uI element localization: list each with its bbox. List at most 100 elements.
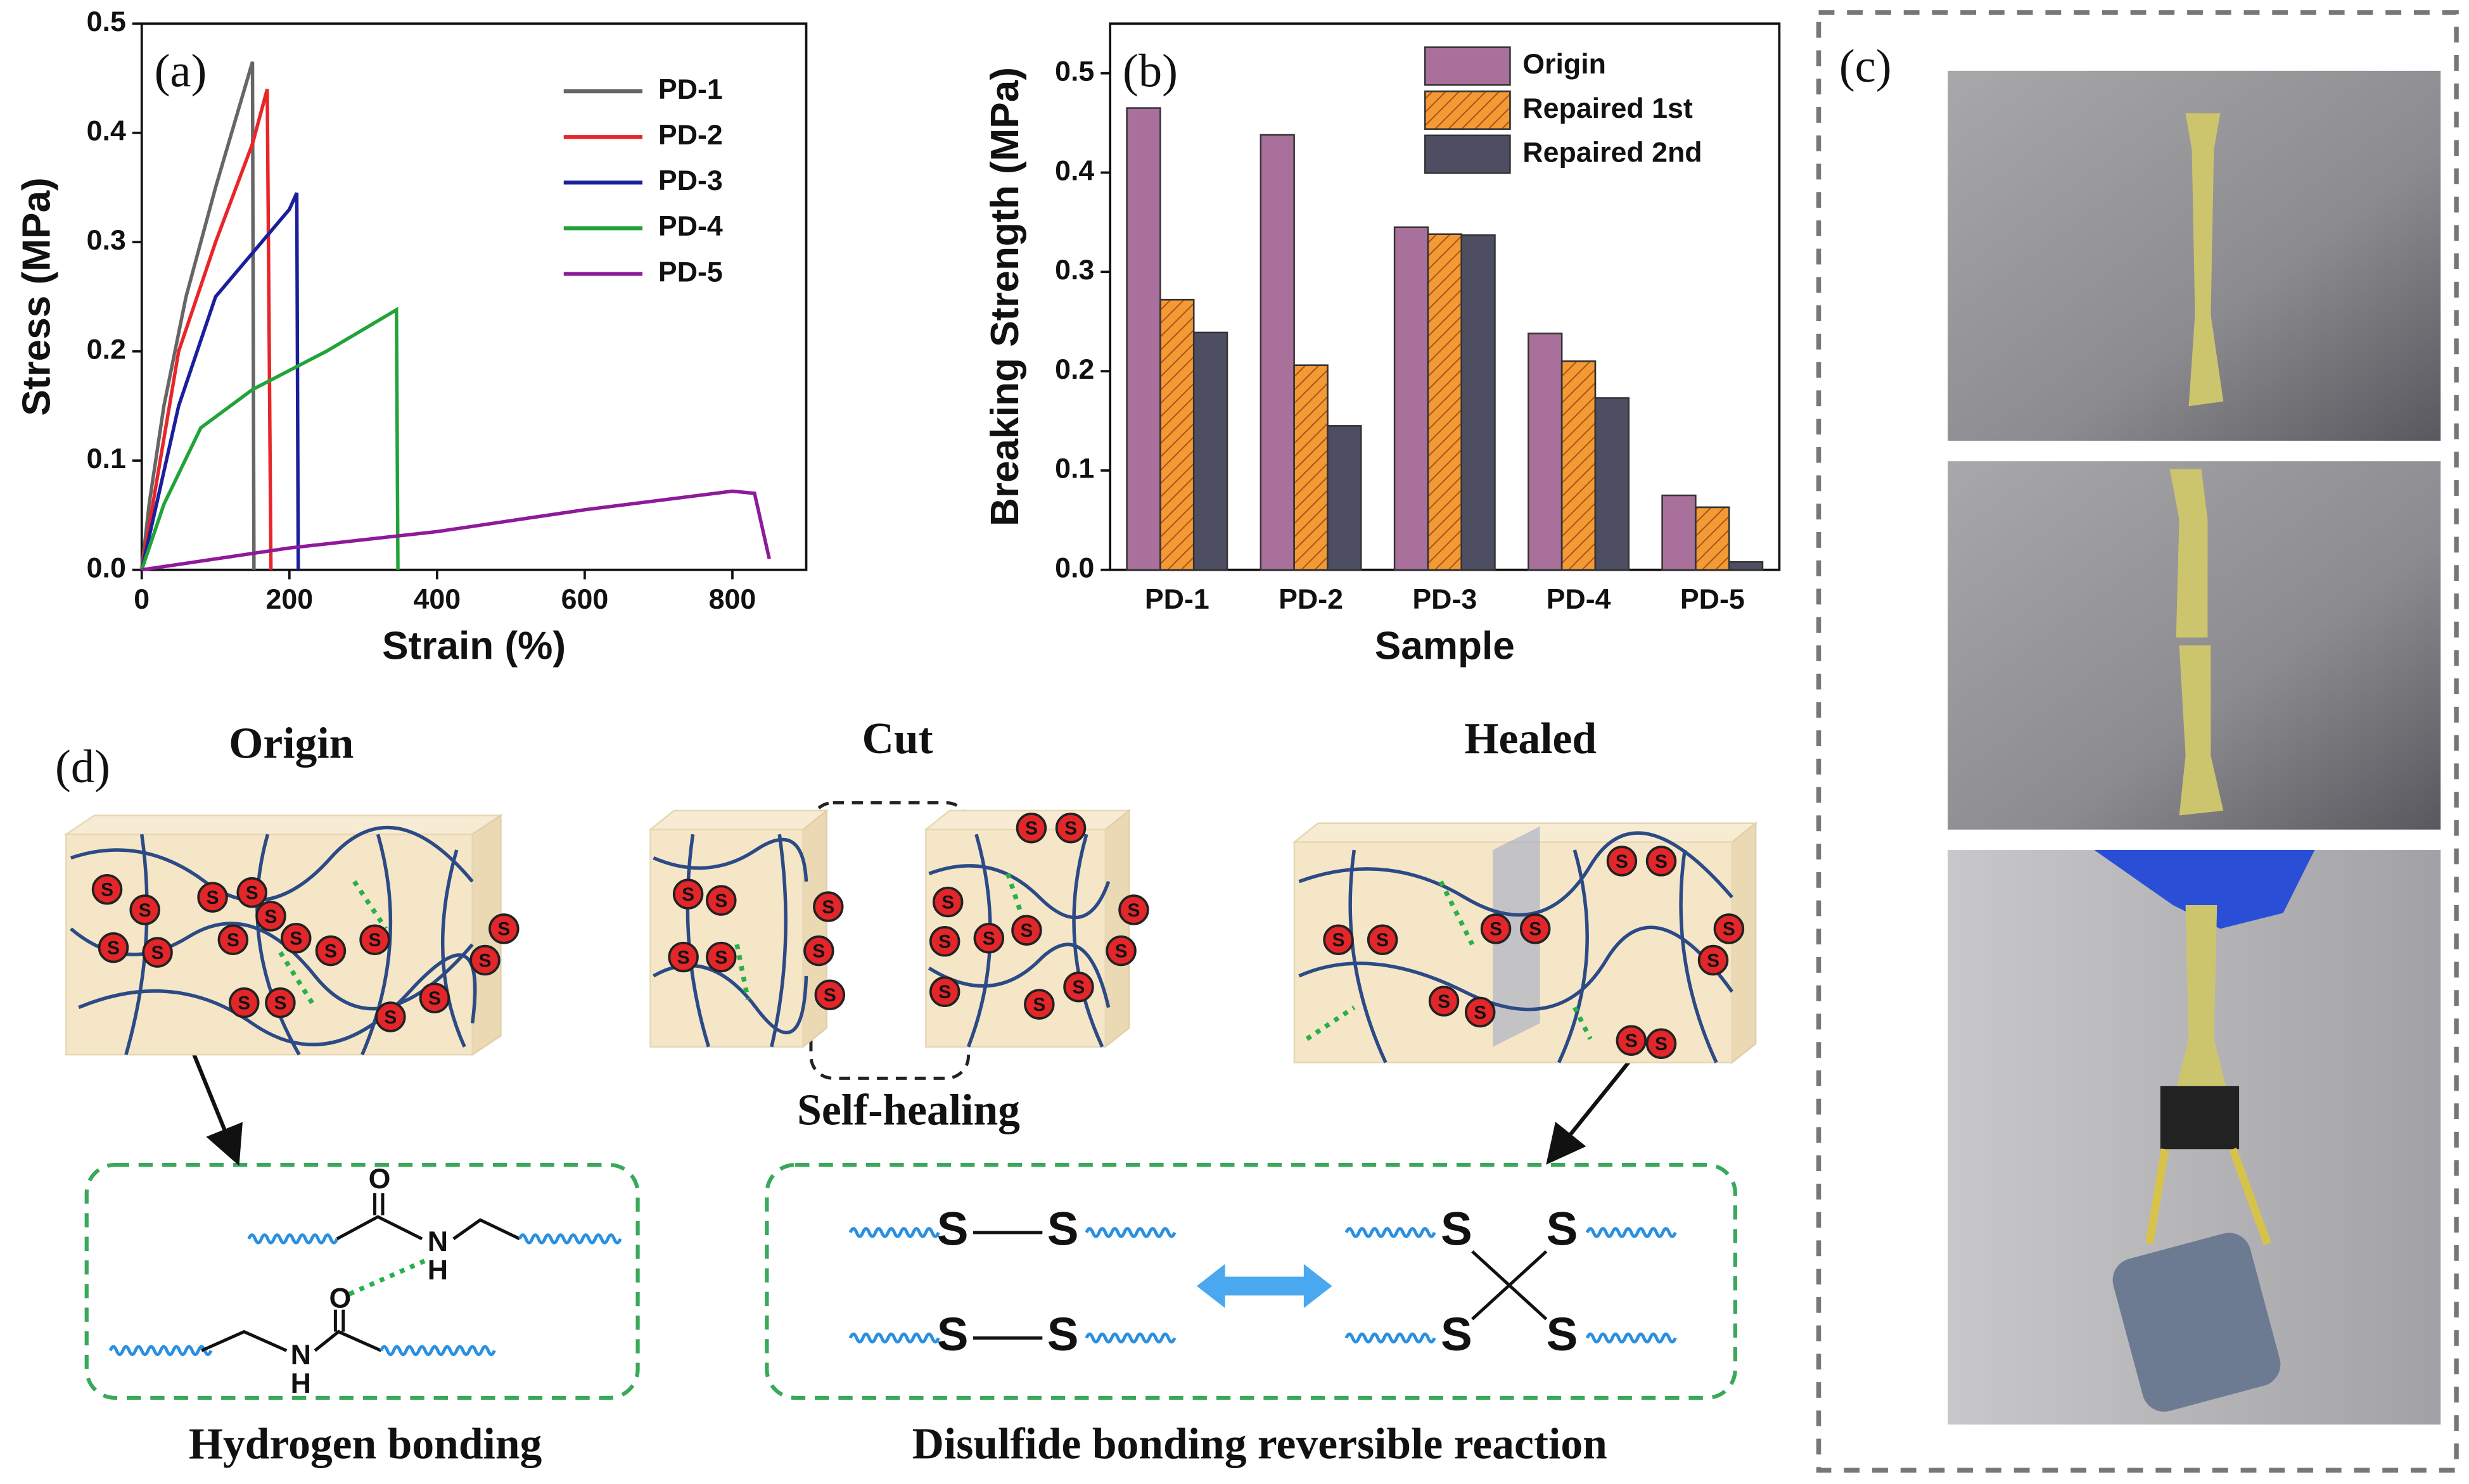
mechanism-label: Hydrogen bonding [189, 1419, 542, 1468]
block-side [1731, 821, 1757, 1065]
hydrogen-bond [734, 944, 751, 1000]
y-tick-label: 0.5 [87, 6, 126, 37]
sulfur-label: S [151, 942, 164, 963]
sulfur-label: S [1025, 818, 1038, 839]
sulfur-label: S [1438, 991, 1450, 1012]
sulfur-label: S [938, 982, 951, 1003]
y-tick-label: 0.0 [87, 552, 126, 583]
glove [2094, 850, 2315, 929]
sulfur-atom [803, 935, 834, 967]
y-tick-label: 0.0 [1055, 552, 1094, 583]
panel-label: (c) [1839, 41, 1892, 92]
legend-label: PD-2 [658, 120, 723, 151]
sulfur-label: S [824, 985, 836, 1006]
sulfur-atom [814, 979, 846, 1010]
panel-label: (a) [155, 45, 207, 97]
sulfur-label: S [822, 897, 834, 918]
y-tick-label: 0.5 [1055, 56, 1094, 87]
sulfur-label: S [677, 947, 690, 968]
panel-label: (b) [1123, 45, 1178, 97]
polymer-wave [1585, 1227, 1677, 1238]
sulfur-atom [1480, 913, 1512, 944]
sulfur-label: S [1073, 977, 1085, 998]
sulfur-label: S [265, 906, 278, 927]
sulfur-label: S [1332, 930, 1345, 951]
sulfur-atom [1645, 846, 1677, 877]
sulfur-atom [1606, 846, 1638, 877]
sample-strip [2179, 645, 2224, 816]
sulfur-label: S [238, 993, 250, 1013]
data-line [140, 192, 300, 571]
healed-interface [1493, 826, 1540, 1047]
sulfur-atom [706, 941, 737, 973]
sulfur-label: S [715, 947, 727, 968]
sulfur-label: S [101, 880, 113, 901]
atom-label: S [937, 1308, 969, 1360]
atom-label: O [329, 1283, 351, 1314]
polymer-wave [848, 1227, 940, 1238]
panel-d: (d) Origin Cut Healed Self-healing Hydro… [55, 714, 1758, 1468]
sulfur-atom [1464, 996, 1496, 1028]
y-tick-label: 0.4 [1055, 155, 1094, 186]
y-tick-label: 0.4 [87, 116, 126, 147]
sulfur-atom [488, 913, 520, 944]
polymer-wave [1085, 1332, 1177, 1344]
wire [2145, 1148, 2271, 1245]
bar-hatch [1695, 506, 1730, 571]
inset-box [765, 1163, 1737, 1400]
sulfur-atom [1616, 1025, 1647, 1056]
bar [1528, 333, 1563, 571]
x-tick-label: PD-3 [1412, 584, 1477, 615]
hydrogen-bond [348, 1257, 430, 1297]
bar [1192, 331, 1228, 571]
sulfur-atom [129, 894, 160, 925]
sulfur-atom [255, 901, 286, 932]
legend-label: PD-3 [658, 165, 723, 196]
polymer-wave [380, 1345, 496, 1356]
sulfur-atom [973, 922, 1005, 954]
sulfur-label: S [479, 950, 492, 971]
x-tick-label: 400 [414, 584, 461, 615]
x-tick-label: 600 [561, 584, 609, 615]
x-tick-label: PD-4 [1547, 584, 1611, 615]
sulfur-label: S [384, 1007, 397, 1028]
block-side [1104, 809, 1130, 1049]
bar [1260, 134, 1295, 571]
sulfur-atom [1024, 989, 1055, 1020]
sulfur-label: S [1655, 1034, 1668, 1055]
sulfur-label: S [1529, 919, 1541, 940]
sulfur-atom [1016, 813, 1047, 844]
atom-label: H [291, 1368, 311, 1399]
sulfur-label: S [1127, 900, 1140, 921]
sulfur-label: S [715, 891, 727, 911]
sulfur-label: S [1376, 930, 1389, 951]
sulfur-atom [1645, 1028, 1677, 1059]
legend-label: Repaired 2nd [1522, 137, 1702, 168]
sulfur-atom [265, 987, 296, 1018]
x-tick-label: PD-1 [1145, 584, 1209, 615]
legend-swatch [1424, 134, 1511, 174]
legend-label: PD-4 [658, 211, 723, 242]
sulfur-label: S [139, 900, 151, 921]
polymer-chain [1298, 831, 1733, 917]
mechanism-label: Disulfide bonding reversible reaction [912, 1419, 1607, 1468]
atom-label: S [1547, 1308, 1578, 1360]
sulfur-atom [1697, 944, 1729, 976]
sulfur-atom [668, 941, 699, 973]
polymer-chain [1298, 925, 1734, 1012]
sulfur-atom [1428, 986, 1460, 1017]
sulfur-atom [91, 873, 123, 905]
atom-label: N [291, 1340, 311, 1371]
sulfur-label: S [207, 887, 219, 908]
panel-border [1816, 10, 2459, 1473]
sulfur-atom [706, 885, 737, 916]
x-tick-label: 800 [709, 584, 756, 615]
sulfur-atom [359, 924, 390, 955]
block-front [649, 828, 804, 1048]
panel-label: (d) [55, 741, 110, 793]
polymer-wave [1585, 1332, 1677, 1344]
cut-region [809, 801, 970, 1080]
hydrogen-bond [1305, 1005, 1356, 1041]
sulfur-label: S [682, 884, 694, 905]
